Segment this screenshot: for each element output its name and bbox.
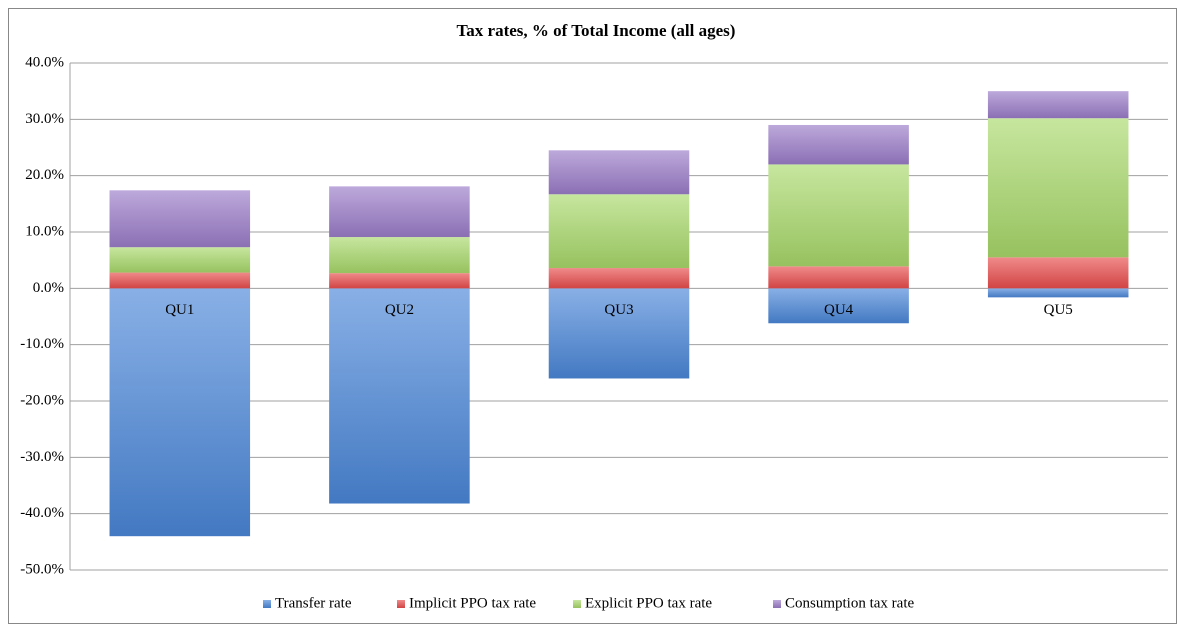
y-tick-label: -50.0%	[20, 561, 64, 577]
chart-title: Tax rates, % of Total Income (all ages)	[457, 21, 736, 40]
x-tick-label: QU3	[604, 302, 633, 318]
x-tick-label: QU5	[1044, 302, 1073, 318]
x-tick-label: QU1	[165, 302, 194, 318]
y-tick-label: 40.0%	[25, 54, 64, 70]
bar-segment	[768, 266, 909, 289]
bar-segment	[768, 124, 909, 165]
legend-swatch	[263, 600, 271, 608]
x-tick-label: QU2	[385, 302, 414, 318]
x-tick-label: QU4	[824, 302, 854, 318]
bar-segment	[109, 288, 251, 537]
legend-label: Explicit PPO tax rate	[585, 595, 712, 611]
bar-segment	[329, 288, 470, 504]
y-tick-label: 30.0%	[25, 111, 64, 127]
bar-segment	[109, 190, 251, 248]
bar-segment	[548, 288, 690, 379]
legend-label: Transfer rate	[275, 595, 352, 611]
legend-swatch	[573, 600, 581, 608]
bar-segment	[109, 247, 251, 273]
bar-segment	[987, 91, 1129, 119]
y-tick-label: 0.0%	[33, 280, 64, 296]
bar-segment	[329, 273, 470, 289]
bar-segment	[329, 186, 470, 238]
bar-segment	[768, 164, 909, 267]
bar-segment	[987, 288, 1129, 298]
y-tick-label: -20.0%	[20, 392, 64, 408]
y-tick-label: -30.0%	[20, 449, 64, 465]
bar-segment	[768, 288, 909, 324]
y-tick-label: -10.0%	[20, 336, 64, 352]
y-tick-label: 20.0%	[25, 167, 64, 183]
legend-label: Implicit PPO tax rate	[409, 595, 536, 611]
y-tick-label: -40.0%	[20, 505, 64, 521]
bar-segment	[548, 268, 690, 289]
bar-segment	[329, 237, 470, 274]
bar-segment	[987, 118, 1129, 258]
legend-swatch	[397, 600, 405, 608]
y-tick-label: 10.0%	[25, 223, 64, 239]
bar-segment	[987, 257, 1129, 289]
legend-swatch	[773, 600, 781, 608]
legend-label: Consumption tax rate	[785, 595, 914, 611]
bar-segment	[548, 150, 690, 195]
bar-segment	[548, 194, 690, 269]
bar-segment	[109, 272, 251, 289]
